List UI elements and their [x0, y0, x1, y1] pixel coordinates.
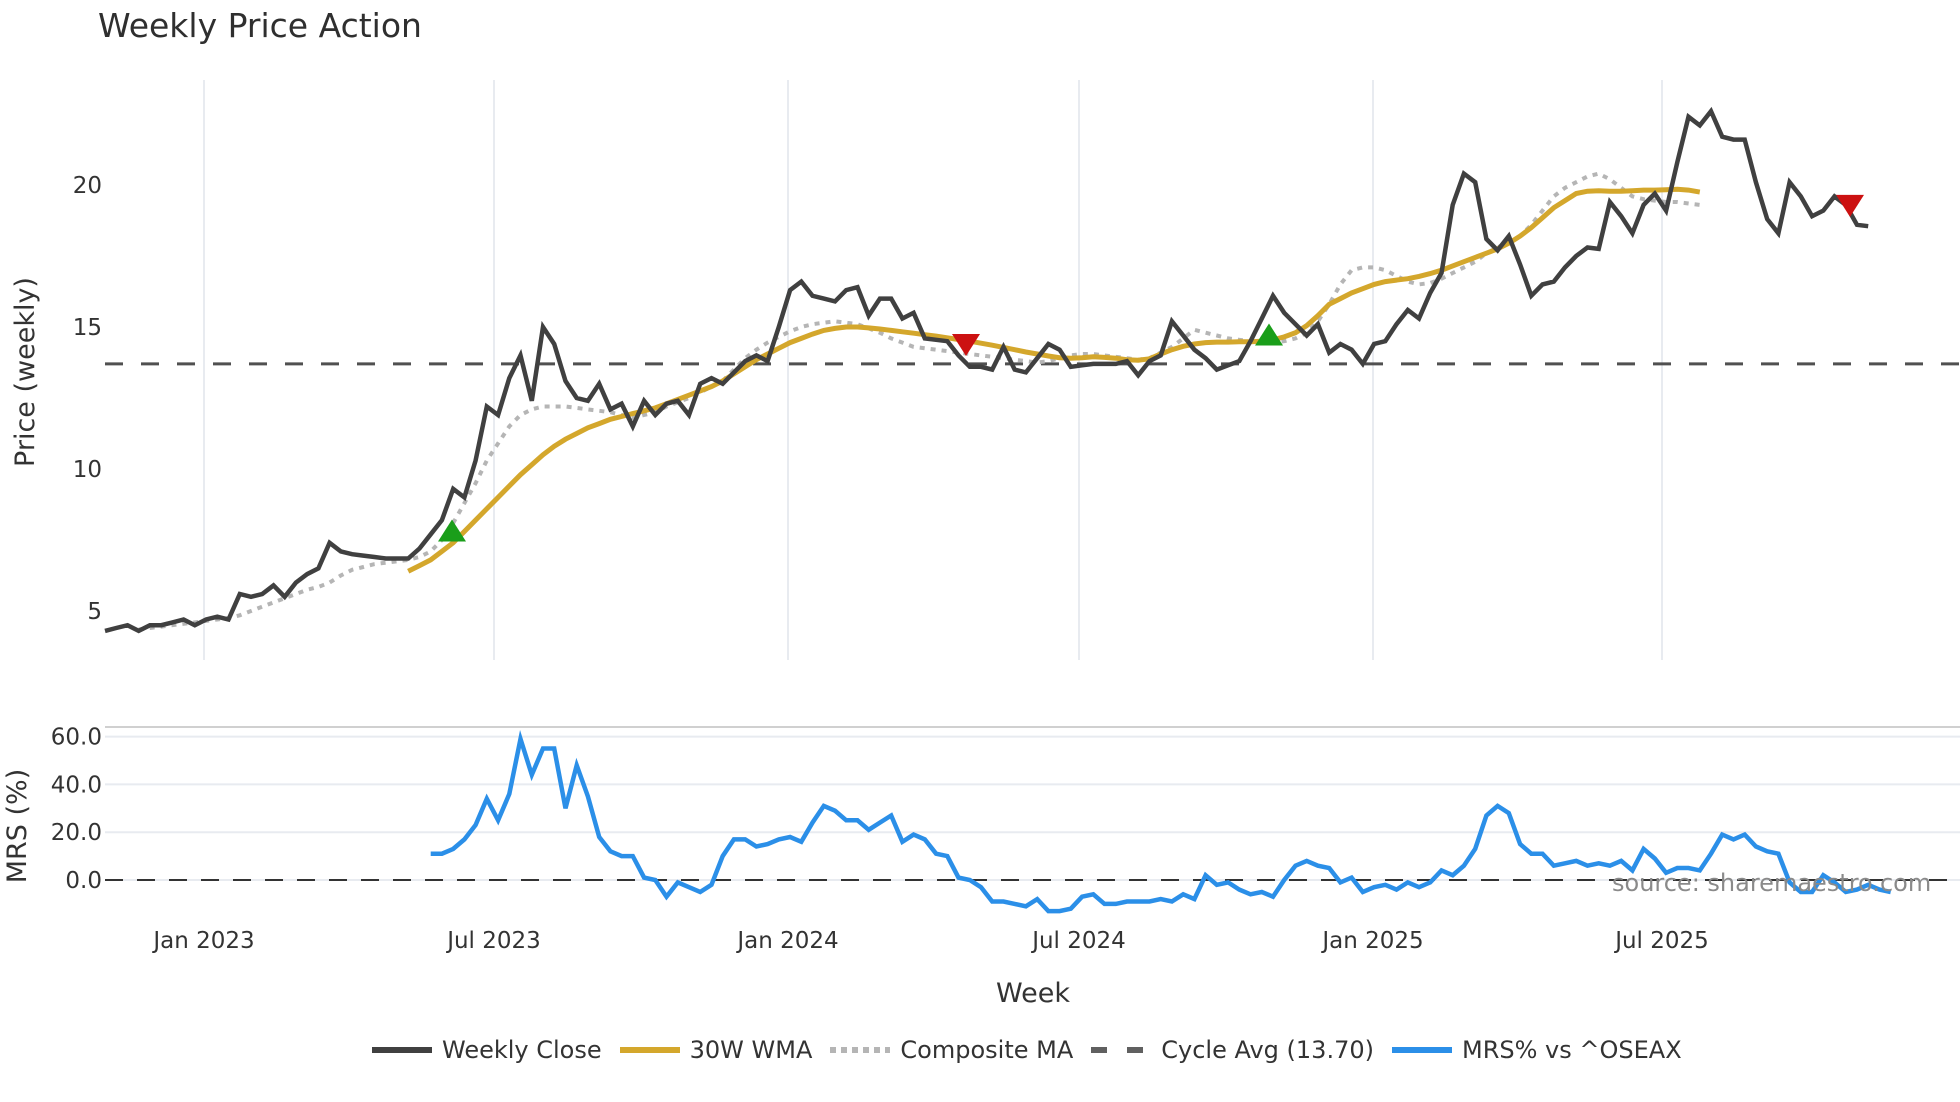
legend-label: MRS% vs ^OSEAX	[1461, 1036, 1682, 1064]
sell-signal-icon	[1836, 194, 1864, 217]
svg-text:0.0: 0.0	[65, 868, 102, 894]
wma-swatch-icon	[619, 1047, 680, 1053]
legend-label: Cycle Avg (13.70)	[1161, 1036, 1374, 1064]
legend-label: 30W WMA	[689, 1036, 813, 1064]
chart-title: Weekly Price Action	[98, 6, 422, 45]
legend-item-weekly-close[interactable]: Weekly Close	[372, 1036, 602, 1064]
legend-item-composite[interactable]: Composite MA	[830, 1036, 1073, 1064]
buy-signal-icon	[1255, 323, 1283, 346]
legend-label: Weekly Close	[442, 1036, 602, 1064]
legend-item-mrs[interactable]: MRS% vs ^OSEAX	[1391, 1036, 1682, 1064]
price-panel-grid	[203, 80, 1663, 660]
legend-label: Composite MA	[900, 1036, 1074, 1064]
weekly-close-swatch-icon	[372, 1047, 432, 1053]
svg-text:10: 10	[73, 457, 102, 483]
axis-ticks: 5 10 15 20 0.0 20.0 40.0 60.0 Jan 2023 Jul 2023 Ja…	[51, 173, 1709, 954]
composite-swatch-icon	[830, 1047, 891, 1053]
signal-markers	[438, 194, 1864, 542]
mrs-panel-grid	[105, 735, 1960, 881]
source-watermark: source: sharemaestro.com	[1612, 869, 1931, 897]
svg-text:Jul 2025: Jul 2025	[1613, 928, 1709, 954]
svg-text:15: 15	[73, 315, 102, 341]
svg-text:Jan 2024: Jan 2024	[735, 928, 838, 954]
sell-signal-icon	[952, 334, 980, 357]
svg-text:Jan 2023: Jan 2023	[151, 928, 254, 954]
mrs-swatch-icon	[1391, 1047, 1452, 1053]
svg-text:40.0: 40.0	[51, 772, 102, 798]
wma-30w-line	[407, 186, 1701, 574]
svg-text:60.0: 60.0	[51, 725, 102, 751]
legend: Weekly Close 30W WMA Composite MA Cycle …	[372, 1036, 1700, 1064]
svg-text:Jul 2023: Jul 2023	[445, 928, 541, 954]
mrs-axis-title: MRS (%)	[2, 769, 33, 884]
weekly-close-line	[104, 106, 1869, 634]
cycle-avg-swatch-icon	[1091, 1047, 1152, 1053]
price-axis-title: Price (weekly)	[10, 277, 41, 467]
x-axis-title: Week	[996, 978, 1070, 1009]
svg-text:20.0: 20.0	[51, 820, 102, 846]
svg-text:5: 5	[87, 599, 102, 625]
mrs-line	[430, 730, 1892, 914]
legend-item-cycle-avg[interactable]: Cycle Avg (13.70)	[1091, 1036, 1374, 1064]
composite-ma-line	[138, 171, 1701, 632]
legend-item-wma[interactable]: 30W WMA	[619, 1036, 813, 1064]
svg-text:Jul 2024: Jul 2024	[1030, 928, 1126, 954]
buy-signal-icon	[438, 519, 466, 542]
svg-text:20: 20	[73, 173, 102, 199]
svg-text:Jan 2025: Jan 2025	[1320, 928, 1423, 954]
